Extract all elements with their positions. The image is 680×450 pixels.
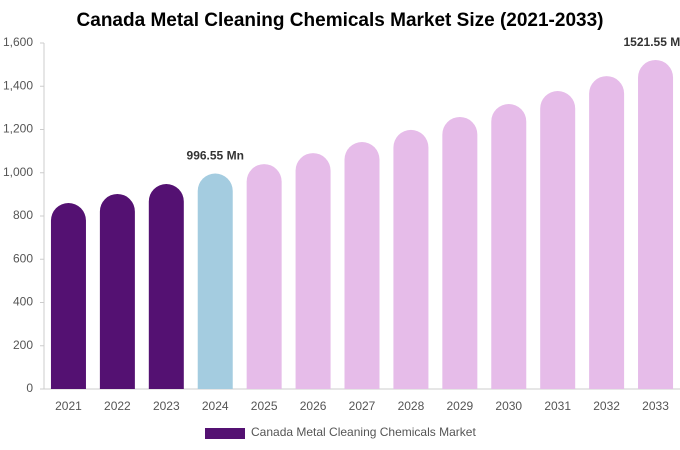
y-tick-label: 400	[13, 295, 33, 309]
bar	[540, 91, 576, 389]
bar	[295, 153, 331, 389]
y-tick-label: 800	[13, 208, 33, 222]
x-tick-label: 2024	[202, 399, 229, 413]
y-tick-label: 200	[13, 338, 33, 352]
x-tick-label: 2023	[153, 399, 180, 413]
bar	[393, 129, 429, 389]
bar	[491, 103, 527, 390]
bar	[442, 116, 478, 389]
x-tick-label: 2029	[446, 399, 473, 413]
x-tick-label: 2030	[495, 399, 522, 413]
x-tick-label: 2032	[593, 399, 620, 413]
bar	[638, 59, 674, 390]
bar	[148, 183, 184, 389]
x-tick-label: 2033	[642, 399, 669, 413]
value-label: 996.55 Mn	[187, 149, 244, 163]
legend-swatch	[205, 428, 245, 439]
value-label: 1521.55 Mn	[624, 35, 680, 49]
legend-label: Canada Metal Cleaning Chemicals Market	[251, 425, 476, 439]
x-tick-label: 2031	[544, 399, 571, 413]
y-tick-label: 600	[13, 251, 33, 265]
x-tick-label: 2026	[300, 399, 327, 413]
bar	[99, 193, 135, 389]
x-tick-label: 2025	[251, 399, 278, 413]
chart-title: Canada Metal Cleaning Chemicals Market S…	[77, 10, 604, 31]
x-tick-label: 2028	[398, 399, 425, 413]
x-tick-label: 2021	[55, 399, 82, 413]
y-tick-label: 0	[26, 381, 33, 395]
y-tick-label: 1,200	[3, 122, 33, 136]
y-tick-label: 1,600	[3, 35, 33, 49]
x-tick-label: 2022	[104, 399, 131, 413]
bar	[50, 203, 86, 389]
bar	[589, 76, 625, 390]
y-tick-label: 1,000	[3, 165, 33, 179]
bar	[344, 142, 380, 389]
x-tick-label: 2027	[349, 399, 376, 413]
bar	[197, 173, 233, 389]
y-tick-label: 1,400	[3, 78, 33, 92]
bar	[246, 164, 282, 389]
